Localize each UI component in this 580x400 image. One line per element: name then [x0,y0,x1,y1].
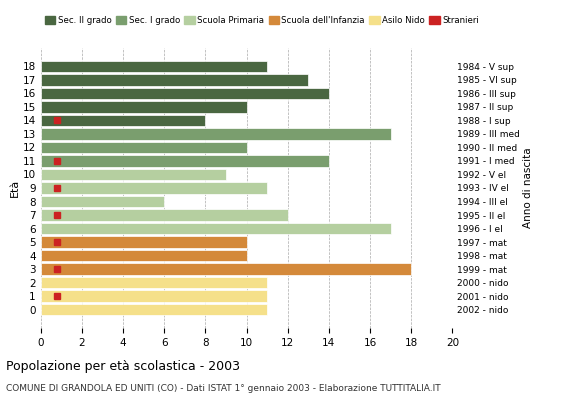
Bar [41,209,288,221]
Y-axis label: Anno di nascita: Anno di nascita [523,148,533,228]
Y-axis label: Età: Età [10,179,20,197]
Bar [41,290,267,302]
Bar [41,236,246,248]
Bar [41,250,246,261]
Bar [41,182,267,194]
Bar [41,196,164,207]
Bar [41,128,391,140]
Bar [41,101,246,113]
Bar [41,115,205,126]
Bar [41,304,267,315]
Text: Popolazione per età scolastica - 2003: Popolazione per età scolastica - 2003 [6,360,240,373]
Bar [41,263,411,275]
Bar [41,88,329,99]
Bar [41,169,226,180]
Legend: Sec. II grado, Sec. I grado, Scuola Primaria, Scuola dell'Infanzia, Asilo Nido, : Sec. II grado, Sec. I grado, Scuola Prim… [45,16,479,25]
Text: COMUNE DI GRANDOLA ED UNITI (CO) - Dati ISTAT 1° gennaio 2003 - Elaborazione TUT: COMUNE DI GRANDOLA ED UNITI (CO) - Dati … [6,384,440,393]
Bar [41,155,329,167]
Bar [41,61,267,72]
Bar [41,277,267,288]
Bar [41,223,391,234]
Bar [41,142,246,153]
Bar [41,74,309,86]
